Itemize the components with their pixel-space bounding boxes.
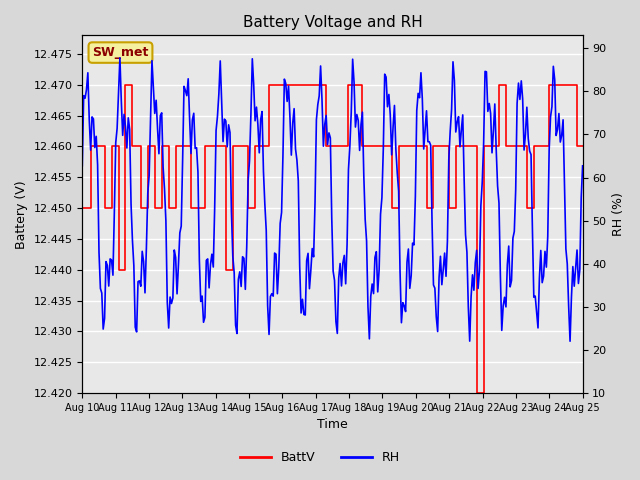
Y-axis label: RH (%): RH (%)	[612, 192, 625, 236]
Title: Battery Voltage and RH: Battery Voltage and RH	[243, 15, 422, 30]
Y-axis label: Battery (V): Battery (V)	[15, 180, 28, 249]
Text: SW_met: SW_met	[92, 46, 148, 59]
X-axis label: Time: Time	[317, 419, 348, 432]
Legend: BattV, RH: BattV, RH	[235, 446, 405, 469]
